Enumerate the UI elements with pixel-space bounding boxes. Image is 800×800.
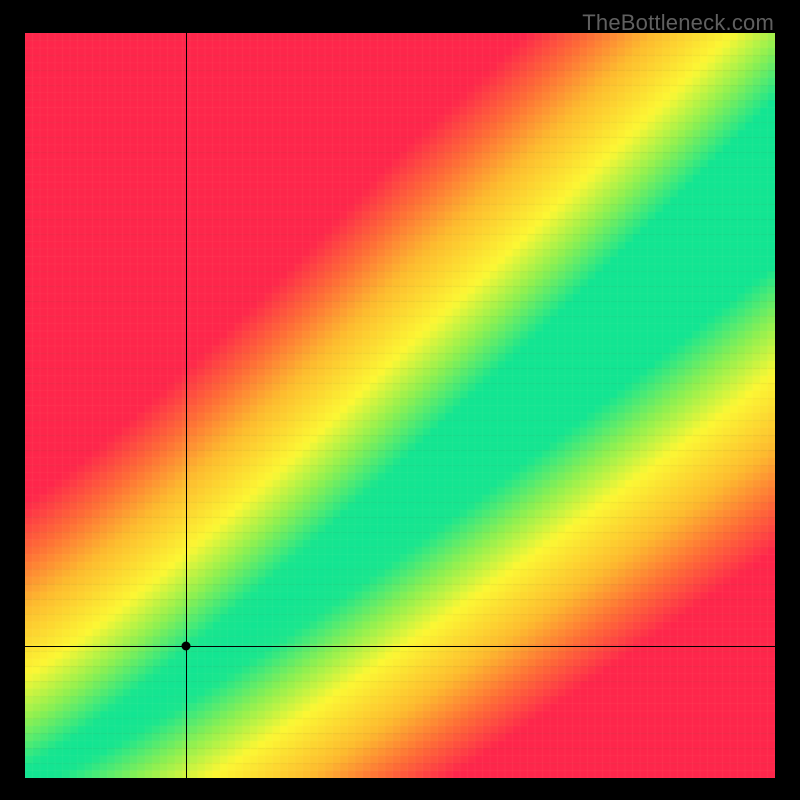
figure-container: TheBottleneck.com <box>0 0 800 800</box>
marker-dot <box>182 642 191 651</box>
bottleneck-heatmap <box>25 33 775 778</box>
plot-area <box>25 33 775 778</box>
crosshair-horizontal <box>25 646 775 647</box>
watermark-text: TheBottleneck.com <box>582 10 774 36</box>
crosshair-vertical <box>186 33 187 778</box>
